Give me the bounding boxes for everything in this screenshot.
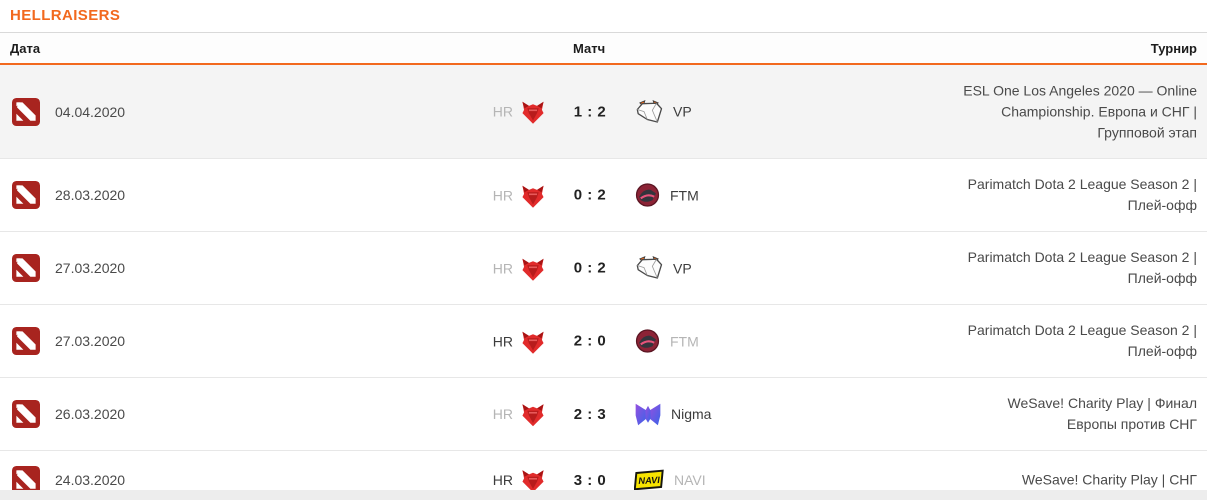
away-team-name: VP <box>673 260 692 276</box>
match-date: 24.03.2020 <box>55 472 126 488</box>
hellraisers-logo-icon <box>522 331 544 354</box>
tournament-line: Championship. Европа и СНГ | <box>1001 103 1197 119</box>
hellraisers-logo-icon <box>522 404 544 427</box>
match-date: 26.03.2020 <box>55 406 126 422</box>
away-team-name: Nigma <box>671 406 712 422</box>
match-score: 2 : 0 <box>573 332 607 350</box>
column-label-match: Матч <box>573 41 606 56</box>
tournament-line: Европы против СНГ <box>1066 416 1197 432</box>
dota2-icon <box>12 400 40 428</box>
column-label-date: Дата <box>10 41 41 56</box>
navi-logo-icon: NAVI <box>634 469 664 491</box>
tournament-link[interactable]: WeSave! Charity Play | СНГ <box>1022 470 1197 491</box>
match-cell: HR 2 : 0 FTM <box>488 328 699 355</box>
away-team-name: NAVI <box>674 472 706 488</box>
home-team-tag: HR <box>492 103 513 120</box>
tournament-line: Parimatch Dota 2 League Season 2 | <box>967 176 1197 192</box>
match-cell: HR 0 : 2 FTM <box>488 182 699 209</box>
ftm-logo-icon <box>635 183 660 207</box>
nigma-logo-icon <box>635 403 661 425</box>
match-score: 3 : 0 <box>573 471 607 489</box>
match-cell: HR 2 : 3 <box>488 401 711 427</box>
hellraisers-logo-icon <box>522 185 544 208</box>
virtus-pro-logo-icon <box>636 99 663 123</box>
virtus-pro-logo-icon <box>636 256 663 279</box>
match-cell: HR 1 : 2 VP <box>488 98 692 125</box>
match-date: 27.03.2020 <box>55 260 126 276</box>
hellraisers-logo-icon <box>522 470 544 493</box>
home-team-tag: HR <box>492 406 513 422</box>
tournament-line: Плей-офф <box>1127 270 1197 286</box>
match-cell: HR 0 : 2 VP <box>488 255 692 282</box>
tournament-link[interactable]: Parimatch Dota 2 League Season 2 | Плей-… <box>968 247 1197 289</box>
ftm-logo-icon <box>635 329 660 353</box>
tournament-link[interactable]: WeSave! Charity Play | Финал Европы прот… <box>1008 393 1197 435</box>
page-title: HELLRAISERS <box>10 7 121 24</box>
tournament-line: Parimatch Dota 2 League Season 2 | <box>967 249 1197 265</box>
svg-text:NAVI: NAVI <box>638 475 660 486</box>
dota2-icon <box>12 181 40 209</box>
tournament-line: Parimatch Dota 2 League Season 2 | <box>967 322 1197 338</box>
tournament-line: ESL One Los Angeles 2020 — Online <box>963 82 1197 98</box>
match-date-cell: 27.03.2020 <box>12 254 125 282</box>
match-date-cell: 27.03.2020 <box>12 327 125 355</box>
header-divider <box>0 32 1207 33</box>
match-date: 27.03.2020 <box>55 333 126 349</box>
table-column-header: Дата Матч Турнир <box>0 33 1207 65</box>
tournament-link[interactable]: ESL One Los Angeles 2020 — Online Champi… <box>963 80 1197 143</box>
dota2-icon <box>12 97 40 126</box>
tournament-line: WeSave! Charity Play | Финал <box>1007 395 1197 411</box>
table-row[interactable]: 27.03.2020 HR 0 : 2 <box>0 232 1207 305</box>
tournament-link[interactable]: Parimatch Dota 2 League Season 2 | Плей-… <box>968 320 1197 362</box>
home-team-tag: HR <box>492 333 513 349</box>
dota2-icon <box>12 254 40 282</box>
table-row[interactable]: 04.04.2020 HR 1 : 2 <box>0 65 1207 159</box>
page-background-strip <box>0 490 1207 500</box>
tournament-link[interactable]: Parimatch Dota 2 League Season 2 | Плей-… <box>968 174 1197 216</box>
tournament-line: Плей-офф <box>1127 197 1197 213</box>
away-team-name: FTM <box>670 333 699 349</box>
tournament-line: Плей-офф <box>1127 343 1197 359</box>
tournament-line: WeSave! Charity Play | СНГ <box>1021 471 1197 488</box>
dota2-icon <box>12 466 40 494</box>
hellraisers-logo-icon <box>522 101 544 124</box>
match-date-cell: 24.03.2020 <box>12 466 125 494</box>
away-team-name: FTM <box>670 187 699 203</box>
match-score: 0 : 2 <box>573 259 607 277</box>
dota2-icon <box>12 327 40 355</box>
match-cell: HR 3 : 0 NAVI NAVI <box>488 467 706 493</box>
table-row[interactable]: 27.03.2020 HR 2 : 0 FTM <box>0 305 1207 378</box>
table-row[interactable]: 28.03.2020 HR 0 : 2 FTM <box>0 159 1207 232</box>
home-team-tag: HR <box>492 187 513 203</box>
tournament-line: Групповой этап <box>1097 124 1197 140</box>
table-row[interactable]: 26.03.2020 HR 2 : 3 <box>0 378 1207 451</box>
match-date-cell: 28.03.2020 <box>12 181 125 209</box>
match-date-cell: 04.04.2020 <box>12 97 126 126</box>
match-date-cell: 26.03.2020 <box>12 400 125 428</box>
match-score: 1 : 2 <box>573 103 607 120</box>
away-team-name: VP <box>673 103 692 120</box>
match-score: 0 : 2 <box>573 186 607 204</box>
column-label-tournament: Турнир <box>1150 41 1197 56</box>
home-team-tag: HR <box>492 260 513 276</box>
match-date: 04.04.2020 <box>55 103 126 120</box>
match-score: 2 : 3 <box>573 405 607 423</box>
home-team-tag: HR <box>492 472 513 488</box>
hellraisers-logo-icon <box>522 258 544 281</box>
match-date: 28.03.2020 <box>55 187 126 203</box>
